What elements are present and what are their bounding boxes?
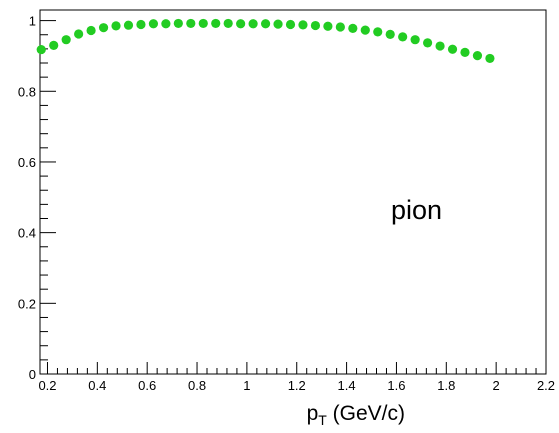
data-point	[447, 44, 458, 54]
data-point	[298, 20, 308, 30]
data-point	[236, 19, 246, 29]
data-point	[248, 19, 258, 29]
data-point	[74, 29, 84, 39]
x-tick-label: 1.4	[338, 378, 356, 393]
x-tick-label: 1	[243, 378, 250, 393]
plot-frame	[39, 9, 547, 375]
x-axis-label-rest: (GeV/c)	[327, 402, 405, 425]
x-tick-label: 0.8	[188, 378, 206, 393]
data-point	[148, 19, 159, 29]
data-point	[211, 18, 221, 29]
data-point	[273, 19, 283, 29]
data-point	[98, 23, 109, 33]
y-tick-label: 0	[29, 367, 36, 382]
y-tick-label: 0.4	[18, 226, 36, 241]
x-axis-label-sub: T	[318, 412, 327, 428]
data-point	[410, 35, 420, 45]
x-tick-label: 0.4	[88, 378, 106, 393]
data-point	[260, 19, 271, 29]
data-point	[198, 18, 208, 29]
data-point	[472, 50, 483, 61]
data-point	[385, 29, 395, 39]
data-point	[49, 40, 59, 50]
data-point	[310, 20, 321, 31]
y-tick-label: 0.2	[18, 296, 36, 311]
x-axis-label-main: p	[307, 402, 319, 425]
data-point	[36, 44, 46, 55]
x-tick-label: 1.2	[288, 378, 306, 393]
data-point	[373, 27, 383, 37]
data-point	[360, 25, 370, 35]
data-point	[86, 25, 96, 36]
x-tick-label: 1.6	[387, 378, 405, 393]
data-point	[423, 38, 433, 48]
data-point	[186, 18, 196, 29]
data-point	[348, 23, 358, 33]
data-point	[123, 20, 134, 30]
data-point	[161, 19, 171, 29]
data-point	[173, 18, 183, 29]
data-point	[61, 35, 71, 45]
x-axis: 0.2 0.4 0.6 0.8 1 1.2 1.4 1.6 1.8 2 2.2	[38, 362, 555, 393]
x-tick-label: 0.6	[138, 378, 156, 393]
data-point	[285, 19, 296, 30]
data-point	[323, 21, 333, 31]
data-point	[460, 47, 470, 58]
annotation-label: pion	[391, 195, 442, 225]
x-tick-label: 2.2	[537, 378, 555, 393]
x-axis-label: pT (GeV/c)	[307, 402, 405, 428]
data-point	[136, 19, 146, 30]
y-tick-label: 1	[29, 14, 36, 29]
data-point	[485, 53, 495, 64]
data-point	[111, 21, 121, 31]
y-tick-label: 0.8	[18, 84, 36, 99]
y-axis: 0 0.2 0.4 0.6 0.8 1	[18, 14, 56, 382]
data-point	[435, 41, 445, 51]
x-tick-label: 2	[493, 378, 500, 393]
x-tick-label: 1.8	[437, 378, 455, 393]
data-series	[36, 18, 495, 64]
data-point	[223, 18, 233, 29]
x-tick-label: 0.2	[38, 378, 56, 393]
data-point	[335, 22, 345, 32]
y-tick-label: 0.6	[18, 155, 36, 170]
data-point	[398, 32, 408, 42]
